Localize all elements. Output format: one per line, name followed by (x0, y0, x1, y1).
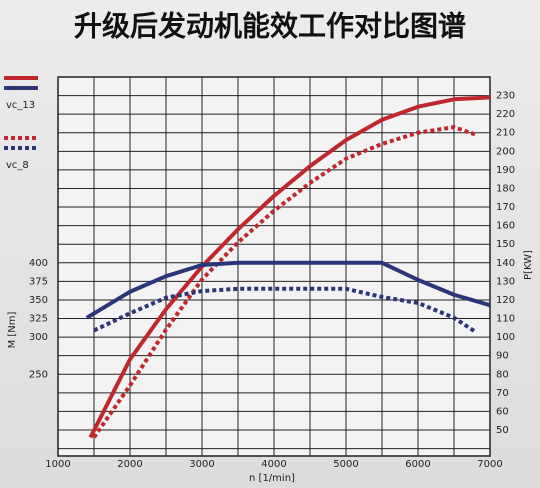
y2-tick-label: 70 (496, 388, 509, 399)
y2-tick-label: 180 (496, 183, 515, 194)
y2-tick-label: 160 (496, 221, 515, 232)
line-series (88, 95, 491, 439)
line-series (93, 286, 477, 334)
x-tick-label: 1000 (45, 459, 70, 470)
y2-tick-label: 120 (496, 295, 515, 306)
y-tick-label: 300 (29, 332, 48, 343)
y2-tick-label: 210 (496, 128, 515, 139)
chart-title: 升级后发动机能效工作对比图谱 (74, 10, 466, 43)
x-tick-label: 7000 (477, 459, 502, 470)
y2-tick-label: 80 (496, 369, 509, 380)
y2-tick-label: 110 (496, 314, 515, 325)
y-tick-label: 350 (29, 295, 48, 306)
line-series (85, 260, 491, 320)
x-tick-label: 4000 (261, 459, 286, 470)
line-series (92, 125, 477, 439)
y2-tick-label: 190 (496, 165, 515, 176)
plot-border (57, 76, 491, 457)
y2-tick-label: 200 (496, 146, 515, 157)
x-axis-label: n [1/min] (249, 473, 295, 484)
y-tick-label: 400 (29, 258, 48, 269)
y2-tick-label: 230 (496, 91, 515, 102)
y2-tick-label: 170 (496, 202, 515, 213)
y2-axis-label: P[KW] (523, 250, 534, 280)
legend-label: vc_13 (6, 100, 35, 111)
x-tick-label: 6000 (405, 459, 430, 470)
y2-tick-label: 100 (496, 332, 515, 343)
y-axis-label: M [Nm] (7, 311, 18, 348)
y2-tick-label: 50 (496, 425, 509, 436)
y-tick-label: 250 (29, 369, 48, 380)
x-tick-label: 5000 (333, 459, 358, 470)
y2-tick-label: 130 (496, 276, 515, 287)
x-tick-label: 3000 (189, 459, 214, 470)
x-tick-label: 2000 (117, 459, 142, 470)
legend-label: vc_8 (6, 160, 29, 171)
y2-tick-label: 220 (496, 109, 515, 120)
y-tick-label: 375 (29, 276, 48, 287)
y2-tick-label: 90 (496, 351, 509, 362)
y-tick-label: 325 (29, 314, 48, 325)
y2-tick-label: 60 (496, 406, 509, 417)
y2-tick-label: 140 (496, 258, 515, 269)
y2-tick-label: 150 (496, 239, 515, 250)
